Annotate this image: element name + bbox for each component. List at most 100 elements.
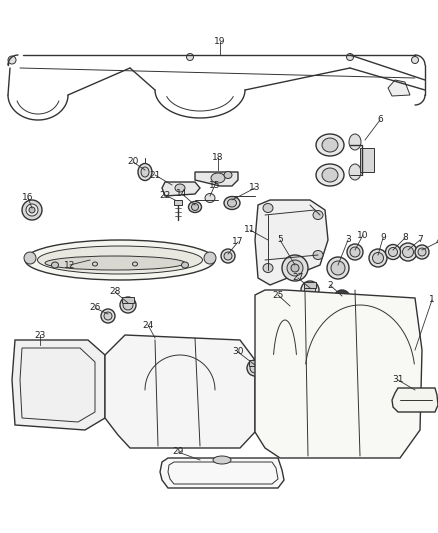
Bar bbox=[284, 300, 296, 306]
Ellipse shape bbox=[120, 297, 136, 313]
Ellipse shape bbox=[191, 204, 198, 211]
Text: 5: 5 bbox=[277, 236, 283, 245]
Ellipse shape bbox=[141, 167, 149, 177]
Polygon shape bbox=[388, 80, 410, 96]
Polygon shape bbox=[255, 290, 422, 458]
Ellipse shape bbox=[224, 172, 232, 179]
Text: 4: 4 bbox=[435, 238, 438, 246]
Text: 20: 20 bbox=[127, 157, 139, 166]
Ellipse shape bbox=[338, 294, 346, 303]
Ellipse shape bbox=[282, 300, 298, 316]
Ellipse shape bbox=[322, 138, 338, 152]
Text: 15: 15 bbox=[209, 181, 221, 190]
Ellipse shape bbox=[372, 253, 384, 263]
Ellipse shape bbox=[285, 303, 295, 313]
Ellipse shape bbox=[26, 204, 38, 216]
Ellipse shape bbox=[322, 168, 338, 182]
Ellipse shape bbox=[24, 252, 36, 264]
Ellipse shape bbox=[138, 164, 152, 181]
Text: 11: 11 bbox=[244, 225, 256, 235]
Polygon shape bbox=[255, 200, 328, 285]
Ellipse shape bbox=[211, 173, 225, 183]
Ellipse shape bbox=[349, 134, 361, 150]
Ellipse shape bbox=[313, 251, 323, 260]
Ellipse shape bbox=[8, 56, 16, 64]
Ellipse shape bbox=[399, 243, 417, 261]
Polygon shape bbox=[392, 388, 438, 412]
Ellipse shape bbox=[52, 262, 59, 268]
Polygon shape bbox=[195, 172, 238, 186]
Ellipse shape bbox=[411, 56, 418, 63]
Polygon shape bbox=[12, 340, 105, 430]
Ellipse shape bbox=[304, 285, 315, 295]
Ellipse shape bbox=[213, 456, 231, 464]
Ellipse shape bbox=[334, 290, 350, 306]
Bar bbox=[360, 148, 374, 172]
Ellipse shape bbox=[282, 255, 308, 281]
Text: 27: 27 bbox=[292, 273, 304, 282]
Ellipse shape bbox=[418, 248, 426, 256]
Ellipse shape bbox=[349, 164, 361, 180]
Ellipse shape bbox=[224, 197, 240, 209]
Text: 9: 9 bbox=[380, 233, 386, 243]
Ellipse shape bbox=[29, 207, 35, 213]
Text: 12: 12 bbox=[64, 261, 76, 270]
Text: 6: 6 bbox=[377, 116, 383, 125]
Text: 19: 19 bbox=[214, 37, 226, 46]
Ellipse shape bbox=[350, 247, 360, 257]
Text: 7: 7 bbox=[417, 236, 423, 245]
Ellipse shape bbox=[415, 245, 429, 259]
Text: 3: 3 bbox=[345, 236, 351, 245]
Ellipse shape bbox=[22, 200, 42, 220]
Ellipse shape bbox=[291, 264, 299, 272]
Text: 25: 25 bbox=[272, 290, 284, 300]
Ellipse shape bbox=[38, 246, 202, 274]
Text: 30: 30 bbox=[232, 348, 244, 357]
Text: 23: 23 bbox=[34, 330, 46, 340]
Text: 18: 18 bbox=[212, 154, 224, 163]
Ellipse shape bbox=[369, 249, 387, 267]
Text: 10: 10 bbox=[357, 230, 369, 239]
Text: 17: 17 bbox=[232, 238, 244, 246]
Bar bbox=[249, 360, 261, 366]
Polygon shape bbox=[162, 182, 200, 196]
Ellipse shape bbox=[187, 53, 194, 61]
Bar bbox=[304, 282, 316, 288]
Ellipse shape bbox=[188, 201, 201, 213]
Bar bbox=[122, 297, 134, 303]
Ellipse shape bbox=[316, 164, 344, 186]
Text: 16: 16 bbox=[22, 193, 34, 203]
Ellipse shape bbox=[263, 263, 273, 272]
Text: 24: 24 bbox=[142, 320, 154, 329]
Ellipse shape bbox=[389, 247, 398, 256]
Text: 31: 31 bbox=[392, 376, 404, 384]
Text: 21: 21 bbox=[149, 171, 161, 180]
Ellipse shape bbox=[313, 211, 323, 220]
Ellipse shape bbox=[205, 193, 215, 203]
Polygon shape bbox=[160, 458, 284, 488]
Text: 14: 14 bbox=[177, 190, 188, 198]
Ellipse shape bbox=[287, 260, 303, 276]
Polygon shape bbox=[105, 335, 255, 448]
Ellipse shape bbox=[331, 261, 345, 275]
Ellipse shape bbox=[104, 312, 112, 320]
Ellipse shape bbox=[247, 360, 263, 376]
Ellipse shape bbox=[250, 363, 260, 373]
Ellipse shape bbox=[227, 199, 237, 207]
Ellipse shape bbox=[347, 244, 363, 260]
Text: 28: 28 bbox=[110, 287, 121, 296]
Ellipse shape bbox=[25, 240, 215, 280]
Ellipse shape bbox=[403, 246, 413, 257]
Ellipse shape bbox=[101, 309, 115, 323]
Ellipse shape bbox=[181, 262, 188, 268]
Text: 2: 2 bbox=[327, 280, 333, 289]
Text: 1: 1 bbox=[429, 295, 435, 304]
Text: 26: 26 bbox=[89, 303, 101, 312]
Bar bbox=[174, 200, 182, 205]
Text: 29: 29 bbox=[172, 448, 184, 456]
Ellipse shape bbox=[301, 281, 319, 299]
Ellipse shape bbox=[263, 204, 273, 213]
Ellipse shape bbox=[45, 256, 185, 270]
Ellipse shape bbox=[224, 252, 232, 260]
Ellipse shape bbox=[327, 257, 349, 279]
